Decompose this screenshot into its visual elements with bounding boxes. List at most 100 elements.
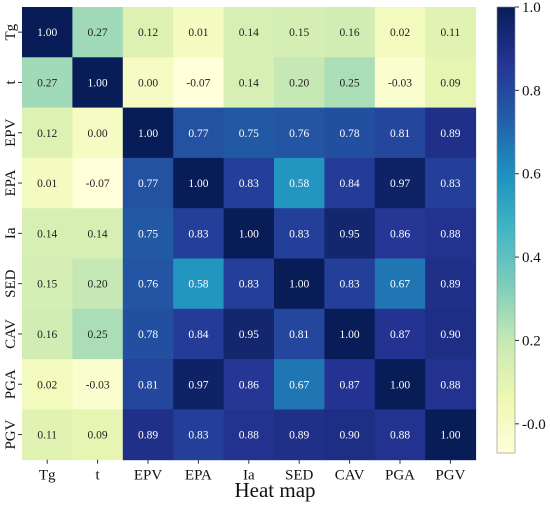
cell-value-label: 0.84 <box>188 329 208 341</box>
heatmap-cell <box>274 7 325 58</box>
heatmap-cells <box>22 7 477 461</box>
cell-value-label: 0.88 <box>239 430 259 442</box>
cell-value-label: 0.27 <box>37 77 57 89</box>
cell-value-label: 1.00 <box>188 178 208 190</box>
cell-value-label: 0.95 <box>340 228 360 240</box>
colorbar-tick-label: -0.0 <box>522 417 546 433</box>
heatmap-cell <box>72 258 124 310</box>
heatmap-cell <box>173 258 225 310</box>
cell-value-label: 0.78 <box>340 128 360 140</box>
cell-value-label: 0.58 <box>188 279 208 291</box>
cell-value-label: 1.00 <box>340 329 360 341</box>
y-tick-label: Ia <box>3 227 19 239</box>
heatmap-cell <box>22 359 73 410</box>
heatmap-cell <box>374 107 426 159</box>
cell-value-label: 0.20 <box>289 77 309 89</box>
cell-value-label: 0.67 <box>289 379 309 391</box>
colorbar: -0.0 0.2 0.4 0.6 0.8 1.0 <box>496 0 546 454</box>
heatmap-cell <box>324 359 376 410</box>
cell-value-label: 0.81 <box>138 379 158 391</box>
cell-value-labels: 1.00 0.27 0.12 0.01 0.14 0.15 0.16 0.02 0.11 0.27… <box>37 27 461 441</box>
cell-value-label: 0.83 <box>239 178 259 190</box>
x-tick-label: EPA <box>185 468 212 484</box>
cell-value-label: 0.97 <box>390 178 410 190</box>
heatmap-cell <box>122 308 174 360</box>
heatmap-cell <box>324 157 376 209</box>
cell-value-label: 0.75 <box>138 228 158 240</box>
heatmap-cell <box>72 157 124 209</box>
y-tick-label: SED <box>3 269 19 298</box>
cell-value-label: 0.81 <box>390 128 410 140</box>
cell-value-label: 0.27 <box>88 27 108 39</box>
heatmap-cell <box>72 359 124 410</box>
cell-value-label: 0.58 <box>289 178 309 190</box>
cell-value-label: 0.77 <box>138 178 158 190</box>
heatmap-cell <box>223 258 275 310</box>
heatmap-cell <box>274 57 325 109</box>
y-tick-label: EPV <box>3 118 19 147</box>
heatmap-cell <box>72 409 124 461</box>
y-tick-label: Tg <box>3 23 19 40</box>
cell-value-label: 0.14 <box>37 228 57 240</box>
heatmap-cell <box>274 258 325 310</box>
cell-value-label: 0.83 <box>289 228 309 240</box>
cell-value-label: 0.83 <box>188 228 208 240</box>
heatmap-cell <box>324 409 376 461</box>
heatmap-cell <box>122 7 174 58</box>
heatmap-cell <box>274 157 325 209</box>
heatmap-cell <box>173 157 225 209</box>
cell-value-label: 0.14 <box>239 27 259 39</box>
heatmap-cell <box>173 409 225 461</box>
cell-value-label: -0.03 <box>388 77 412 89</box>
heatmap-cell <box>274 208 325 259</box>
heatmap-cell <box>274 359 325 410</box>
colorbar-tick-label: 0.2 <box>522 333 541 349</box>
x-tick-label: Tg <box>39 468 56 484</box>
heatmap-cell <box>122 258 174 310</box>
cell-value-label: 0.12 <box>37 128 57 140</box>
cell-value-label: 0.87 <box>340 379 360 391</box>
cell-value-label: 0.76 <box>138 279 158 291</box>
cell-value-label: -0.03 <box>86 379 110 391</box>
cell-value-label: 0.16 <box>340 27 360 39</box>
cell-value-label: 0.09 <box>440 77 460 89</box>
cell-value-label: 0.14 <box>239 77 259 89</box>
heatmap-cell <box>374 157 426 209</box>
x-tick-label: CAV <box>335 468 365 484</box>
cell-value-label: 0.95 <box>239 329 259 341</box>
heatmap-cell <box>223 107 275 159</box>
heatmap-cell <box>72 107 124 159</box>
heatmap-cell <box>173 7 225 58</box>
cell-value-label: 0.02 <box>37 379 57 391</box>
cell-value-label: 0.00 <box>138 77 158 89</box>
cell-value-label: 0.78 <box>138 329 158 341</box>
cell-value-label: 1.00 <box>37 27 57 39</box>
cell-value-label: 0.89 <box>440 279 460 291</box>
cell-value-label: 0.15 <box>289 27 309 39</box>
heatmap-cell <box>425 359 477 410</box>
colorbar-tick-label: 1.0 <box>522 0 541 16</box>
heatmap-cell <box>22 208 73 259</box>
cell-value-label: 0.25 <box>88 329 108 341</box>
cell-value-label: 0.76 <box>289 128 309 140</box>
x-tick-label: Ia <box>243 468 255 484</box>
heatmap-cell <box>22 57 73 109</box>
heatmap-cell <box>173 308 225 360</box>
cell-value-label: 0.83 <box>340 279 360 291</box>
cell-value-label: 0.83 <box>188 430 208 442</box>
cell-value-label: 0.16 <box>37 329 57 341</box>
heatmap-cell <box>223 409 275 461</box>
heatmap-cell <box>324 57 376 109</box>
heatmap-cell <box>223 308 275 360</box>
cell-value-label: 0.20 <box>88 279 108 291</box>
heatmap-cell <box>374 7 426 58</box>
heatmap-cell <box>122 107 174 159</box>
heatmap-cell <box>425 409 477 461</box>
cell-value-label: 0.89 <box>289 430 309 442</box>
heatmap-cell <box>122 359 174 410</box>
cell-value-label: 0.89 <box>138 430 158 442</box>
cell-value-label: -0.07 <box>86 178 110 190</box>
y-tick-label: PGV <box>3 419 19 449</box>
heatmap-cell <box>122 57 174 109</box>
